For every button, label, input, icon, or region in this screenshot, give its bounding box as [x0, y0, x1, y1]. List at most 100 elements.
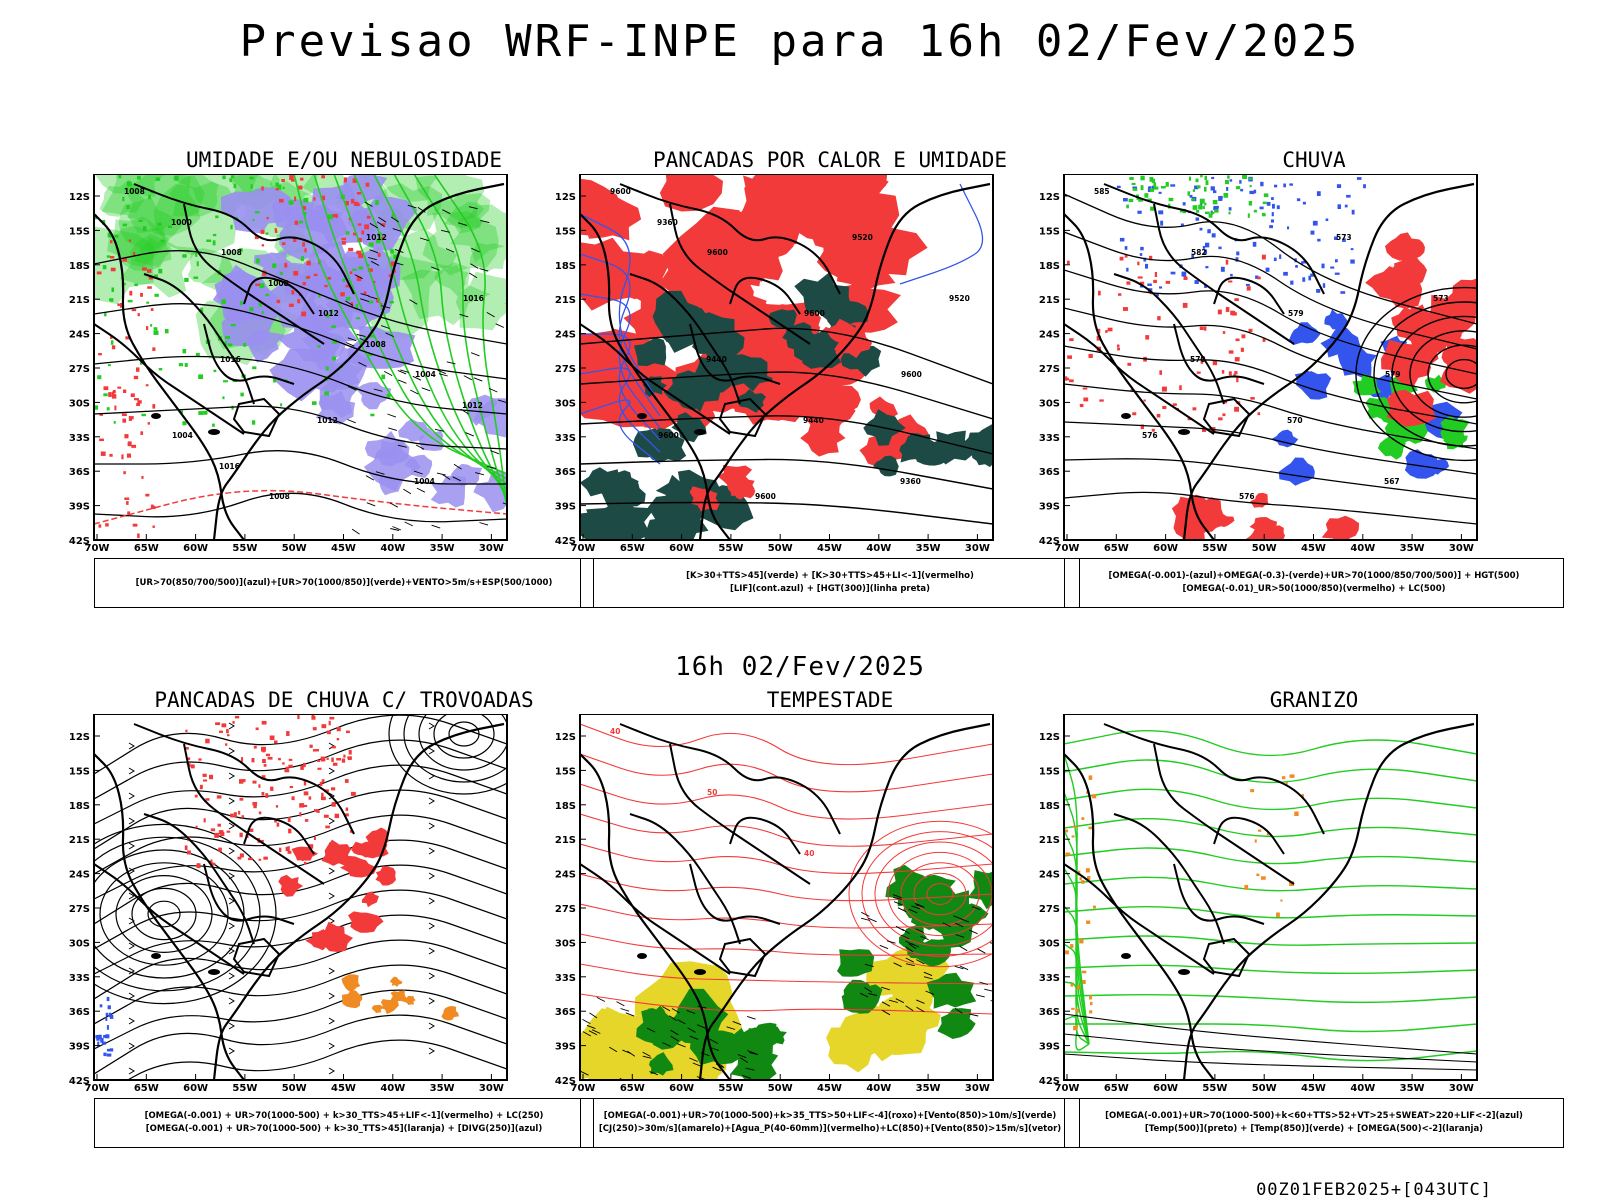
thickness-red-speck — [358, 253, 364, 259]
rh-contour-green — [293, 174, 507, 475]
wind850-vector — [749, 1052, 758, 1055]
rh-green-speck — [317, 345, 321, 348]
lc250-streamline — [328, 967, 335, 975]
rh-green-speck — [258, 302, 262, 307]
rh-green-speck — [369, 335, 375, 338]
hgt500-contour — [1373, 301, 1477, 447]
wind-vector — [360, 293, 370, 297]
lc250-circulation — [433, 714, 495, 759]
wind850-vector — [670, 1035, 679, 1042]
omega-blue-speck — [1312, 220, 1318, 226]
wind850-green — [926, 972, 977, 1009]
k-tts-lif-red-speck — [311, 716, 316, 720]
k-tts-lif-red-speck — [287, 817, 291, 822]
wind850-vector — [616, 1001, 625, 1007]
thickness-red-speck — [125, 336, 131, 340]
thickness-red-speck — [137, 533, 140, 539]
omega-green-speck — [1263, 193, 1269, 198]
lat-tick-label: 27S — [69, 364, 90, 375]
k-tts-lif-red-speck — [286, 731, 290, 736]
panel-title: PANCADAS DE CHUVA C/ TROVOADAS — [154, 688, 534, 712]
rh-green-speck — [107, 232, 112, 238]
thickness-red-speck — [103, 386, 109, 391]
thickness-red-speck — [121, 454, 124, 460]
k-tts-lif-red-speck — [299, 803, 305, 808]
thickness-red-speck — [98, 524, 102, 528]
omega-blue-speck — [1211, 176, 1215, 180]
omega-blue-speck — [1283, 271, 1288, 276]
omega-blue-speck — [1158, 210, 1164, 215]
omega-blue-speck — [1189, 194, 1193, 198]
wind850-vector — [709, 1038, 719, 1044]
lat-tick-label: 30S — [555, 398, 576, 409]
omega-ur-red-speck — [1154, 272, 1158, 277]
omega-green — [1384, 419, 1402, 437]
k-tts-lif-red-speck — [251, 758, 255, 763]
omega-ur-red-speck — [1262, 337, 1266, 342]
lc850-circulation — [874, 841, 993, 947]
legend-line: [K>30+TTS>45](verde) + [K>30+TTS>45+LI<-… — [686, 571, 974, 581]
lc250-streamline — [128, 917, 135, 925]
k-tts-lif-red-speck — [302, 762, 306, 768]
thickness-red-speck — [148, 276, 153, 280]
omega-ur-red-speck — [1234, 298, 1239, 302]
omega500-orange-speck — [1087, 876, 1091, 881]
rh-green-speck — [330, 309, 334, 314]
wind-vector — [415, 444, 425, 450]
k-tts-lif-red-speck — [336, 727, 341, 732]
k-tts-lif-red-speck — [263, 764, 267, 767]
wind850-green — [937, 1008, 976, 1039]
rh-green-speck — [200, 307, 204, 312]
rh-green-speck — [203, 410, 208, 415]
omega-blue-speck — [1116, 185, 1121, 189]
wind850-vector — [609, 1046, 618, 1053]
thickness-red-speck — [111, 345, 116, 350]
k-tts-green — [643, 376, 667, 398]
lc250-circulation — [99, 862, 229, 966]
k-tts-lif-red-speck — [331, 757, 334, 763]
k-tts-lif-red-speck — [184, 845, 188, 851]
k-tts-lif-red-speck — [288, 764, 293, 768]
rh-green-speck — [259, 283, 265, 289]
rh-green-speck — [345, 296, 351, 301]
k-tts-lif-red-speck — [195, 825, 198, 829]
omega-blue-speck — [1334, 236, 1338, 240]
lc250-streamline — [328, 792, 335, 800]
run-info: 00Z01FEB2025+[043UTC] — [1256, 1180, 1492, 1200]
rh-green-speck — [178, 363, 183, 367]
lat-tick-label: 27S — [555, 364, 576, 375]
k-tts-lif-red-speck — [239, 779, 244, 784]
k-tts-orange — [342, 989, 363, 1009]
omega-blue-speck — [1295, 265, 1298, 268]
hgt500-contour — [1445, 358, 1477, 390]
uruguay-border — [1202, 397, 1251, 438]
precip-water-contour — [580, 783, 993, 820]
lat-tick-label: 15S — [69, 766, 90, 777]
thickness-red-speck — [98, 353, 102, 356]
lc250-streamline — [128, 867, 135, 875]
omega500-orange-speck — [1071, 835, 1075, 838]
k-tts-lif-red-speck — [323, 814, 329, 818]
country-border — [133, 183, 355, 295]
wind-vector — [479, 268, 489, 272]
omega-ur-red-speck — [1261, 254, 1266, 260]
wind850-vector — [955, 934, 965, 938]
k-tts-lif-red-speck — [205, 738, 210, 744]
thickness-red-speck — [137, 400, 142, 404]
wind850-vector — [662, 1042, 671, 1047]
rh-green-speck — [155, 177, 161, 181]
rh-low-level-green — [455, 271, 507, 331]
rh-green-speck — [328, 214, 333, 220]
rh-green-speck — [249, 176, 254, 180]
rh-green-speck — [106, 255, 111, 258]
omega-blue-speck — [1145, 263, 1149, 269]
lc250-streamline — [428, 1022, 435, 1030]
k-tts-green — [919, 443, 941, 460]
precip-water-contour — [580, 843, 993, 874]
rh-green-speck — [102, 265, 107, 270]
wind850-vector — [861, 911, 870, 917]
wind-vector — [486, 312, 495, 318]
lon-tick-label: 35W — [430, 1083, 455, 1094]
coastline — [212, 722, 505, 1080]
omega-green-speck — [1195, 178, 1199, 183]
